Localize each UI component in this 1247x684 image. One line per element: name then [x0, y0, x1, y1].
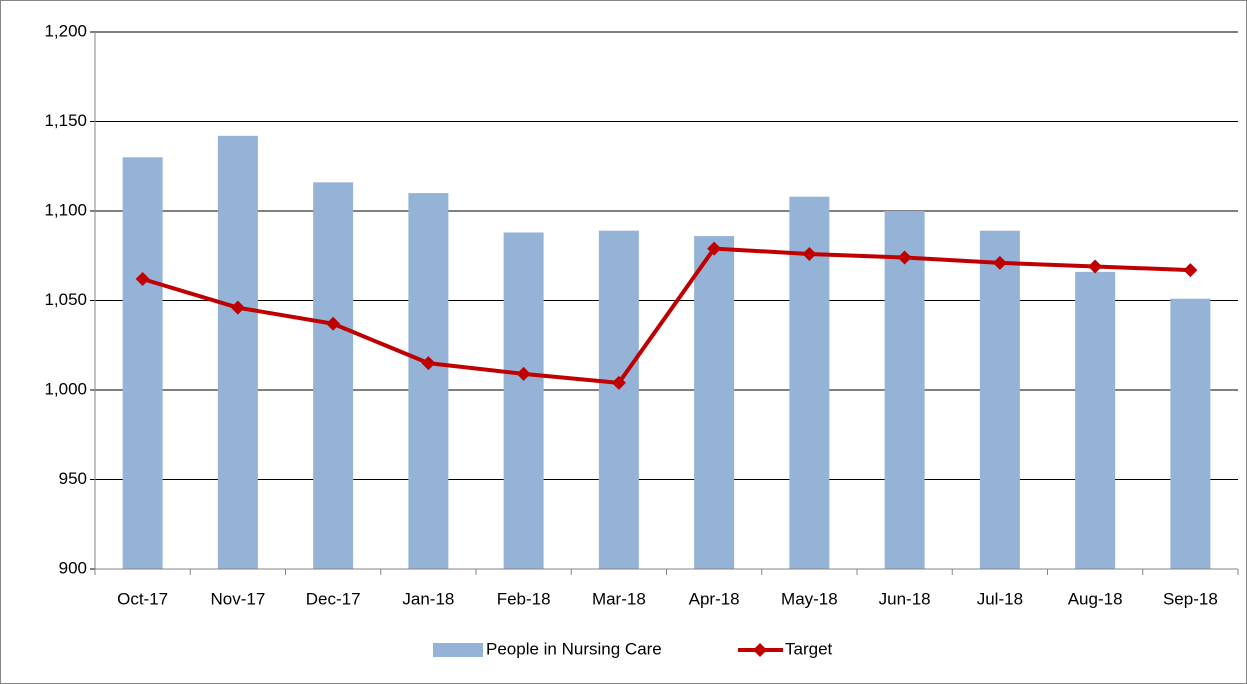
y-tick-label: 1,100 [44, 200, 87, 219]
line-marker [897, 250, 912, 265]
x-tick-label: Jun-18 [879, 589, 931, 608]
bar [217, 135, 258, 569]
bar [503, 232, 544, 570]
x-tick-label: Jan-18 [402, 589, 454, 608]
line-marker [421, 356, 436, 371]
line-marker [516, 366, 531, 381]
x-tick-label: May-18 [781, 589, 838, 608]
x-tick-label: Apr-18 [689, 589, 740, 608]
x-tick-label: Jul-18 [977, 589, 1023, 608]
y-tick-label: 1,200 [44, 21, 87, 40]
bar [979, 230, 1020, 569]
legend-label: Target [785, 639, 833, 658]
line-marker [326, 316, 341, 331]
line-marker [802, 246, 817, 261]
x-tick-label: Oct-17 [117, 589, 168, 608]
legend-label: People in Nursing Care [486, 639, 662, 658]
x-tick-label: Dec-17 [306, 589, 361, 608]
line-marker [230, 300, 245, 315]
line [142, 246, 1191, 385]
bar [122, 157, 163, 570]
bar [884, 211, 925, 569]
x-tick-label: Sep-18 [1163, 589, 1218, 608]
y-tick-label: 1,150 [44, 111, 87, 130]
line-marker [992, 255, 1007, 270]
y-tick-label: 950 [59, 469, 87, 488]
bar [408, 193, 449, 569]
x-tick-label: Feb-18 [497, 589, 551, 608]
line-marker [1088, 259, 1103, 274]
bar [1075, 271, 1116, 569]
x-tick-label: Nov-17 [210, 589, 265, 608]
bar [694, 236, 735, 569]
y-tick-label: 1,000 [44, 379, 87, 398]
y-tick-label: 900 [59, 558, 87, 577]
line-marker [1183, 263, 1198, 278]
bar [313, 182, 354, 570]
x-tick-label: Aug-18 [1068, 589, 1123, 608]
legend-marker [753, 643, 767, 657]
bar [1170, 298, 1211, 569]
bar [598, 230, 639, 569]
y-tick-label: 1,050 [44, 290, 87, 309]
x-tick-label: Mar-18 [592, 589, 646, 608]
line-marker [135, 272, 150, 287]
line-marker [707, 241, 722, 256]
legend-swatch [433, 643, 483, 657]
line-marker [611, 375, 626, 390]
